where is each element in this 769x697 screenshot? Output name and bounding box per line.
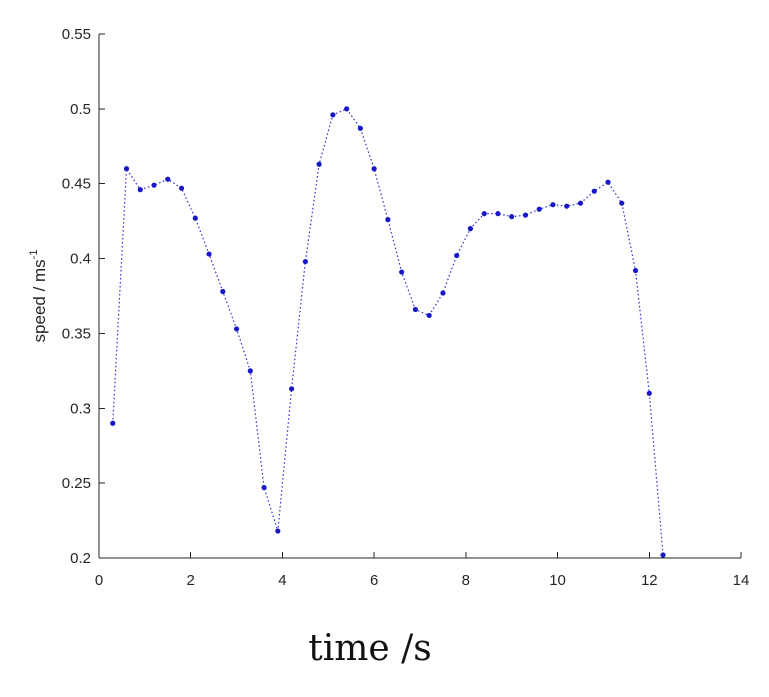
data-point — [371, 166, 377, 172]
axes: 0 2 4 6 8 10 12 14 0.2 0.25 0.3 0.35 0.4 0.45 0.5 0.55 — [62, 26, 750, 589]
y-tick-label: 0.55 — [62, 26, 91, 43]
y-tick-label: 0.35 — [62, 325, 91, 342]
data-point — [399, 269, 405, 275]
data-point — [591, 188, 597, 194]
data-point — [261, 485, 267, 491]
data-point — [454, 252, 460, 259]
data-point — [192, 215, 198, 221]
data-point — [467, 226, 474, 232]
data-point — [165, 176, 171, 182]
data-point — [632, 267, 639, 274]
x-tick-label: 6 — [370, 572, 378, 589]
data-point — [385, 217, 391, 223]
data-point — [330, 112, 336, 118]
data-point — [509, 214, 515, 220]
data-point — [233, 326, 240, 332]
data-point — [619, 200, 625, 206]
data-point — [577, 200, 584, 206]
y-tick-label: 0.2 — [70, 550, 91, 567]
x-tick-label: 4 — [278, 572, 286, 589]
data-point — [605, 179, 611, 185]
data-point — [110, 420, 116, 426]
y-tick-label: 0.25 — [62, 475, 91, 492]
x-tick-label: 14 — [733, 572, 750, 589]
data-point — [302, 258, 308, 265]
data-point — [151, 182, 157, 188]
data-point — [646, 390, 652, 396]
data-point — [564, 203, 570, 209]
y-axis-label-superscript: -1 — [28, 250, 40, 260]
data-point — [660, 552, 666, 558]
y-tick-label: 0.3 — [70, 400, 91, 417]
data-point — [495, 211, 501, 217]
data-point — [536, 206, 542, 212]
data-point — [440, 290, 446, 296]
y-tick-label: 0.4 — [70, 251, 91, 268]
series-line — [112, 108, 664, 556]
data-point — [220, 288, 226, 295]
data-point — [316, 161, 322, 167]
x-axis-label: time /s — [308, 628, 431, 669]
data-point — [275, 528, 281, 534]
x-tick-label: 10 — [549, 572, 566, 589]
x-tick-label: 12 — [641, 572, 658, 589]
y-tick-label: 0.5 — [70, 101, 91, 118]
y-tick-label: 0.45 — [62, 176, 91, 193]
data-point — [289, 386, 295, 392]
data-point — [206, 251, 212, 257]
data-point — [357, 125, 363, 131]
data-point — [481, 211, 487, 217]
data-point — [550, 202, 556, 208]
x-tick-label: 0 — [95, 572, 103, 589]
data-point — [123, 166, 130, 172]
data-point — [426, 312, 432, 319]
data-point — [178, 185, 185, 191]
y-axis-label: speed / ms-1 — [28, 250, 49, 343]
data-point — [522, 212, 529, 218]
data-point — [247, 368, 253, 374]
data-series — [110, 106, 666, 558]
x-tick-label: 8 — [462, 572, 470, 589]
data-point — [137, 187, 143, 193]
data-point — [344, 106, 350, 112]
data-point — [412, 306, 419, 313]
x-tick-label: 2 — [187, 572, 195, 589]
y-axis-label-main: speed / ms — [30, 259, 49, 342]
